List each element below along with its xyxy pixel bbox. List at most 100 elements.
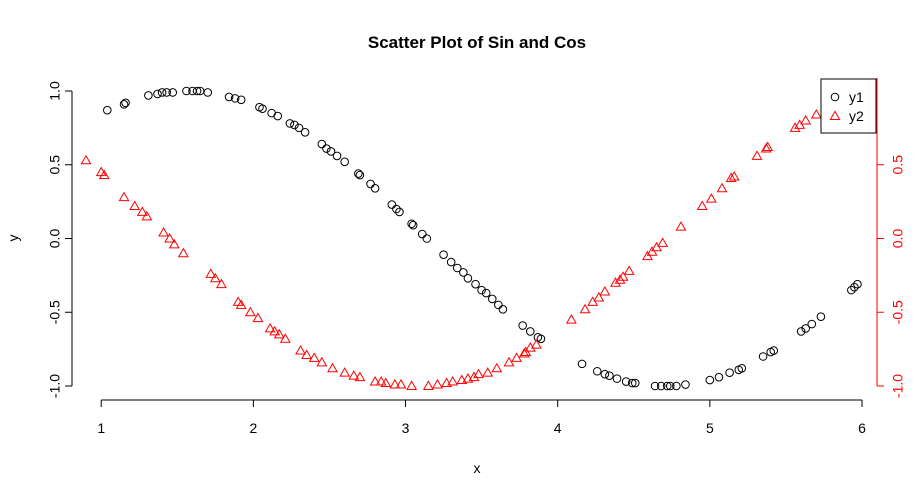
y1-point [498, 305, 508, 314]
y2-point [491, 362, 503, 373]
y2-point [762, 141, 774, 151]
y1-point [144, 91, 153, 100]
y2-point [760, 142, 772, 153]
y2-point [354, 371, 366, 382]
y1-point [600, 369, 610, 379]
y1-point [758, 352, 768, 361]
y2-point [462, 373, 474, 383]
y1-point [121, 98, 130, 108]
y1-point [395, 207, 404, 217]
x-tick-label: 3 [402, 420, 410, 436]
y1-point [366, 179, 375, 189]
x-tick-label: 1 [97, 420, 105, 436]
x-axis-label: x [474, 460, 481, 476]
y2-point [657, 237, 669, 247]
y1-point [477, 285, 486, 295]
y2-point [279, 333, 291, 343]
y2-point [215, 278, 227, 289]
y1-point [407, 219, 416, 229]
y2-point [118, 191, 130, 202]
y2-point [158, 226, 170, 237]
y2-point [800, 114, 812, 125]
y2-point [80, 154, 92, 165]
y2-point [614, 274, 626, 284]
y1-point [769, 346, 779, 355]
y2-point [177, 247, 189, 258]
y2-point [205, 268, 217, 278]
y2-point [623, 265, 635, 275]
y2-point [456, 374, 468, 385]
y1-point [471, 279, 480, 289]
y1-point [816, 312, 826, 321]
y2-point [468, 371, 480, 382]
x-tick-label: 4 [554, 420, 562, 436]
y2-point [136, 206, 148, 216]
y-tick-label-right: 0.0 [890, 229, 906, 249]
y2-point [164, 232, 176, 243]
y1-point [725, 368, 734, 378]
y1-point [370, 184, 380, 193]
y1-point [258, 104, 267, 113]
y2-point [339, 367, 351, 377]
chart-title: Scatter Plot of Sin and Cos [368, 33, 586, 52]
y2-point [252, 312, 264, 323]
y1-point [463, 274, 473, 283]
y1-point [317, 139, 327, 149]
y1-point [525, 327, 535, 336]
y2-point [810, 108, 822, 119]
axes: 1 2 3 4 5 6 1.0 0.5 0.0 -0.5 -1.0 0.5 0.0 -0.5 -1.0 [47, 78, 906, 436]
y-tick-label-left: 0.0 [47, 229, 63, 249]
y2-point [264, 322, 276, 333]
y1-point [605, 371, 614, 380]
y1-point [332, 151, 342, 161]
y1-point [446, 257, 456, 267]
y2-point [565, 314, 577, 324]
y-tick-label-right: 0.5 [890, 155, 906, 175]
y2-point [269, 325, 281, 336]
y2-point [389, 378, 401, 389]
legend-box [820, 78, 877, 134]
y2-point [728, 170, 740, 181]
y1-point [387, 200, 397, 209]
y1-point [300, 128, 310, 137]
y1-point [518, 321, 527, 330]
y1-point [807, 319, 817, 329]
y1-point [801, 324, 811, 333]
y1-point [459, 268, 468, 277]
y2-point [141, 210, 153, 221]
y1-point [627, 378, 637, 388]
y1-point [621, 377, 631, 386]
y1-point [737, 364, 747, 373]
y-tick-label-left: -0.5 [47, 300, 63, 324]
y2-point [610, 277, 621, 287]
y1-point [168, 88, 178, 97]
y1-point [103, 105, 112, 115]
y1-point [273, 111, 283, 121]
y2-point [432, 378, 443, 389]
y1-point [612, 374, 622, 383]
y2-point [295, 344, 307, 355]
y1-point [850, 282, 859, 292]
y2-point [422, 380, 434, 390]
y1-point [714, 372, 724, 382]
y1-point [355, 170, 365, 180]
y1-point [417, 229, 427, 239]
y1-point [322, 144, 331, 153]
y1-point [192, 86, 202, 96]
y1-point [294, 123, 304, 133]
y2-point [599, 285, 611, 296]
y-tick-label-right: -1.0 [890, 374, 906, 398]
y2-point [375, 375, 387, 386]
y1-point [340, 157, 349, 167]
y2-point [705, 193, 717, 203]
y2-point [593, 291, 605, 302]
y1-point [705, 375, 715, 385]
legend-marker-y2 [829, 110, 841, 120]
x-tick-label: 5 [706, 420, 714, 436]
data-points [80, 86, 862, 391]
y2-point [301, 349, 313, 359]
y2-point [369, 375, 381, 386]
y1-point [487, 294, 497, 304]
